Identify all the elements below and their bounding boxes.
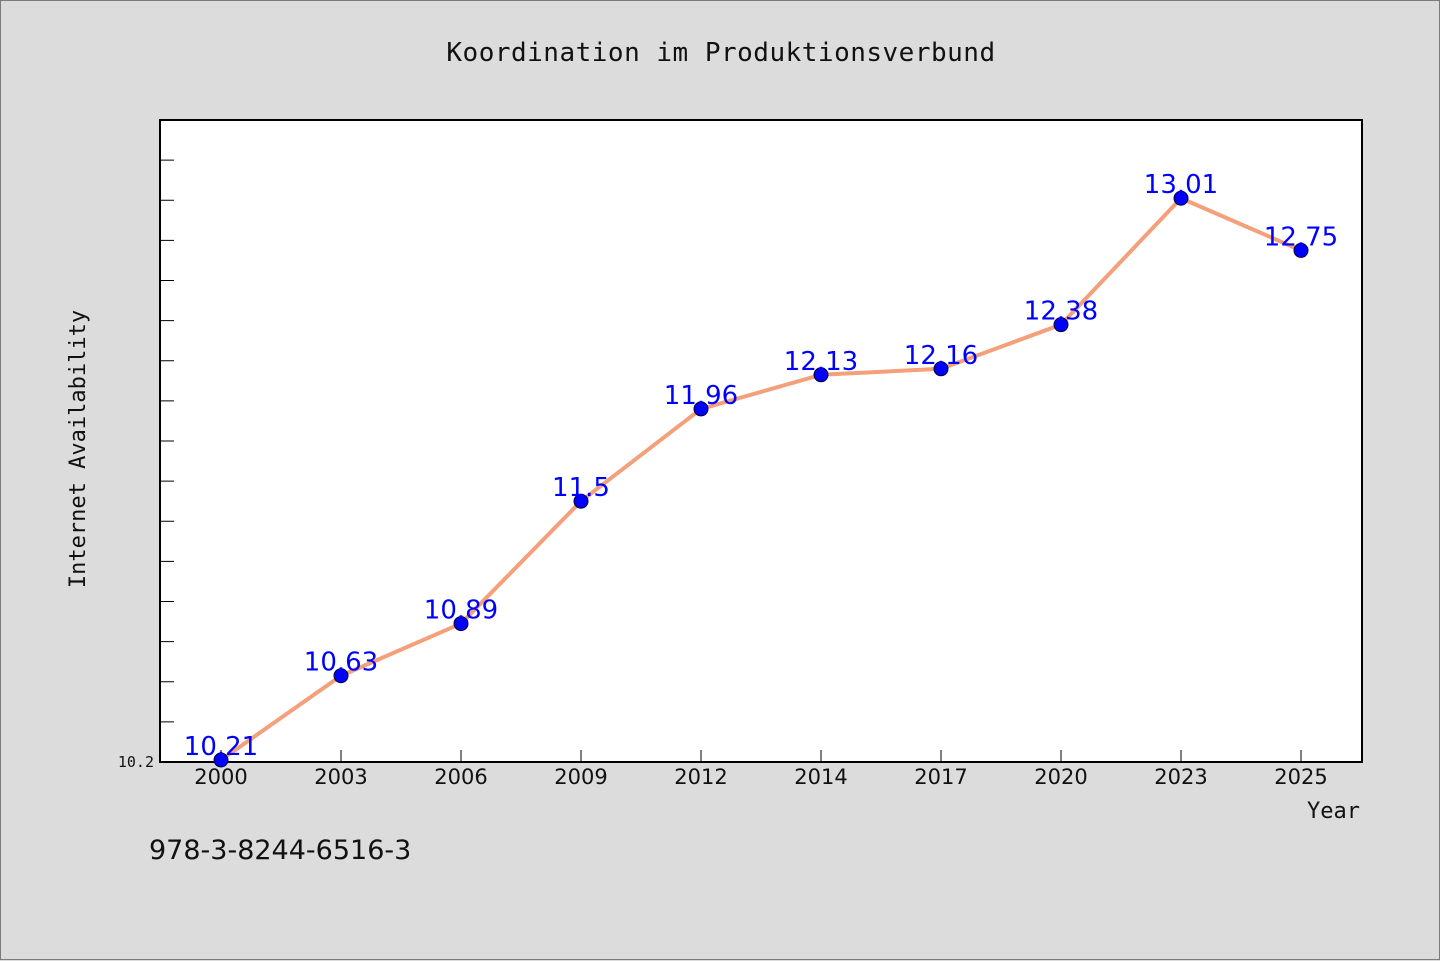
data-point-2000 xyxy=(213,752,229,768)
series-line-0 xyxy=(219,196,1303,762)
x-tick-label-2014: 2014 xyxy=(794,765,847,789)
x-tick-label-2017: 2017 xyxy=(914,765,967,789)
x-tick-label-2025: 2025 xyxy=(1274,765,1327,789)
data-label-2012: 11.96 xyxy=(664,381,738,411)
data-label-2017: 12.16 xyxy=(904,341,978,371)
x-tick-label-2006: 2006 xyxy=(434,765,487,789)
data-label-2014: 12.13 xyxy=(784,347,858,377)
data-label-2003: 10.63 xyxy=(304,648,378,678)
x-tick-label-2023: 2023 xyxy=(1154,765,1207,789)
data-label-2009: 11.5 xyxy=(552,473,610,503)
x-tick-label-2009: 2009 xyxy=(554,765,607,789)
y-tick-label: 10.2 xyxy=(118,753,154,771)
data-label-2025: 12.75 xyxy=(1264,222,1338,252)
data-label-2020: 12.38 xyxy=(1024,297,1098,327)
isbn-text: 978-3-8244-6516-3 xyxy=(149,835,412,866)
data-point-2025 xyxy=(1293,242,1309,258)
data-point-2020 xyxy=(1053,317,1069,333)
data-point-2012 xyxy=(693,401,709,417)
x-axis-ticks: 2000 2003 2006 2009 2012 2014 2017 2020 2023 2025 xyxy=(194,750,1328,789)
data-point-2017 xyxy=(933,361,949,377)
data-point-2023 xyxy=(1173,190,1189,206)
data-label-2000: 10.21 xyxy=(184,732,258,762)
x-axis-label: Year xyxy=(1307,799,1360,824)
data-point-2009 xyxy=(573,493,589,509)
data-label-2023: 13.01 xyxy=(1144,170,1218,200)
chart-title: Koordination im Produktionsverbund xyxy=(446,38,995,68)
data-label-2006: 10.89 xyxy=(424,596,498,626)
y-axis-ticks xyxy=(160,159,174,723)
x-tick-label-2000: 2000 xyxy=(194,765,247,789)
data-point-2014 xyxy=(813,367,829,383)
data-point-2003 xyxy=(333,668,349,684)
x-tick-label-2003: 2003 xyxy=(314,765,367,789)
y-axis-label: Internet Availability xyxy=(66,310,91,588)
x-tick-label-2012: 2012 xyxy=(674,765,727,789)
x-tick-label-2020: 2020 xyxy=(1034,765,1087,789)
data-point-2006 xyxy=(453,616,469,632)
plot-area xyxy=(159,119,1363,763)
series-line-group: 10.21 10.63 10.89 11.5 11.96 12.13 12.16 12.38 1… xyxy=(184,170,1338,768)
